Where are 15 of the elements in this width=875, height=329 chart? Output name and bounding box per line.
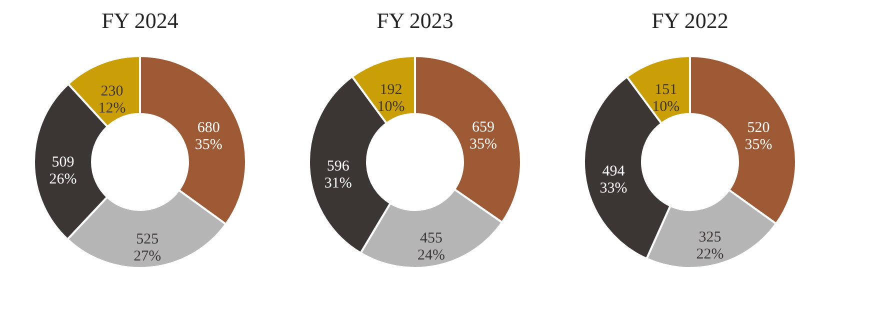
data-label: 680 35% <box>194 120 222 153</box>
data-label: 494 33% <box>600 163 628 196</box>
data-label: 659 35% <box>469 119 497 152</box>
data-label: 520 35% <box>744 120 772 153</box>
data-label: 509 26% <box>49 154 77 188</box>
data-label: 151 10% <box>652 82 680 115</box>
data-label: 230 12% <box>98 83 126 116</box>
data-label: 455 24% <box>418 230 446 264</box>
data-label: 192 10% <box>377 82 405 115</box>
chart-title: FY 2024 <box>102 8 178 33</box>
chart-title: FY 2022 <box>652 8 728 33</box>
data-label: 596 31% <box>324 158 352 192</box>
chart-title: FY 2023 <box>376 8 454 33</box>
data-label: 325 22% <box>696 229 724 262</box>
data-label: 525 27% <box>134 232 162 265</box>
